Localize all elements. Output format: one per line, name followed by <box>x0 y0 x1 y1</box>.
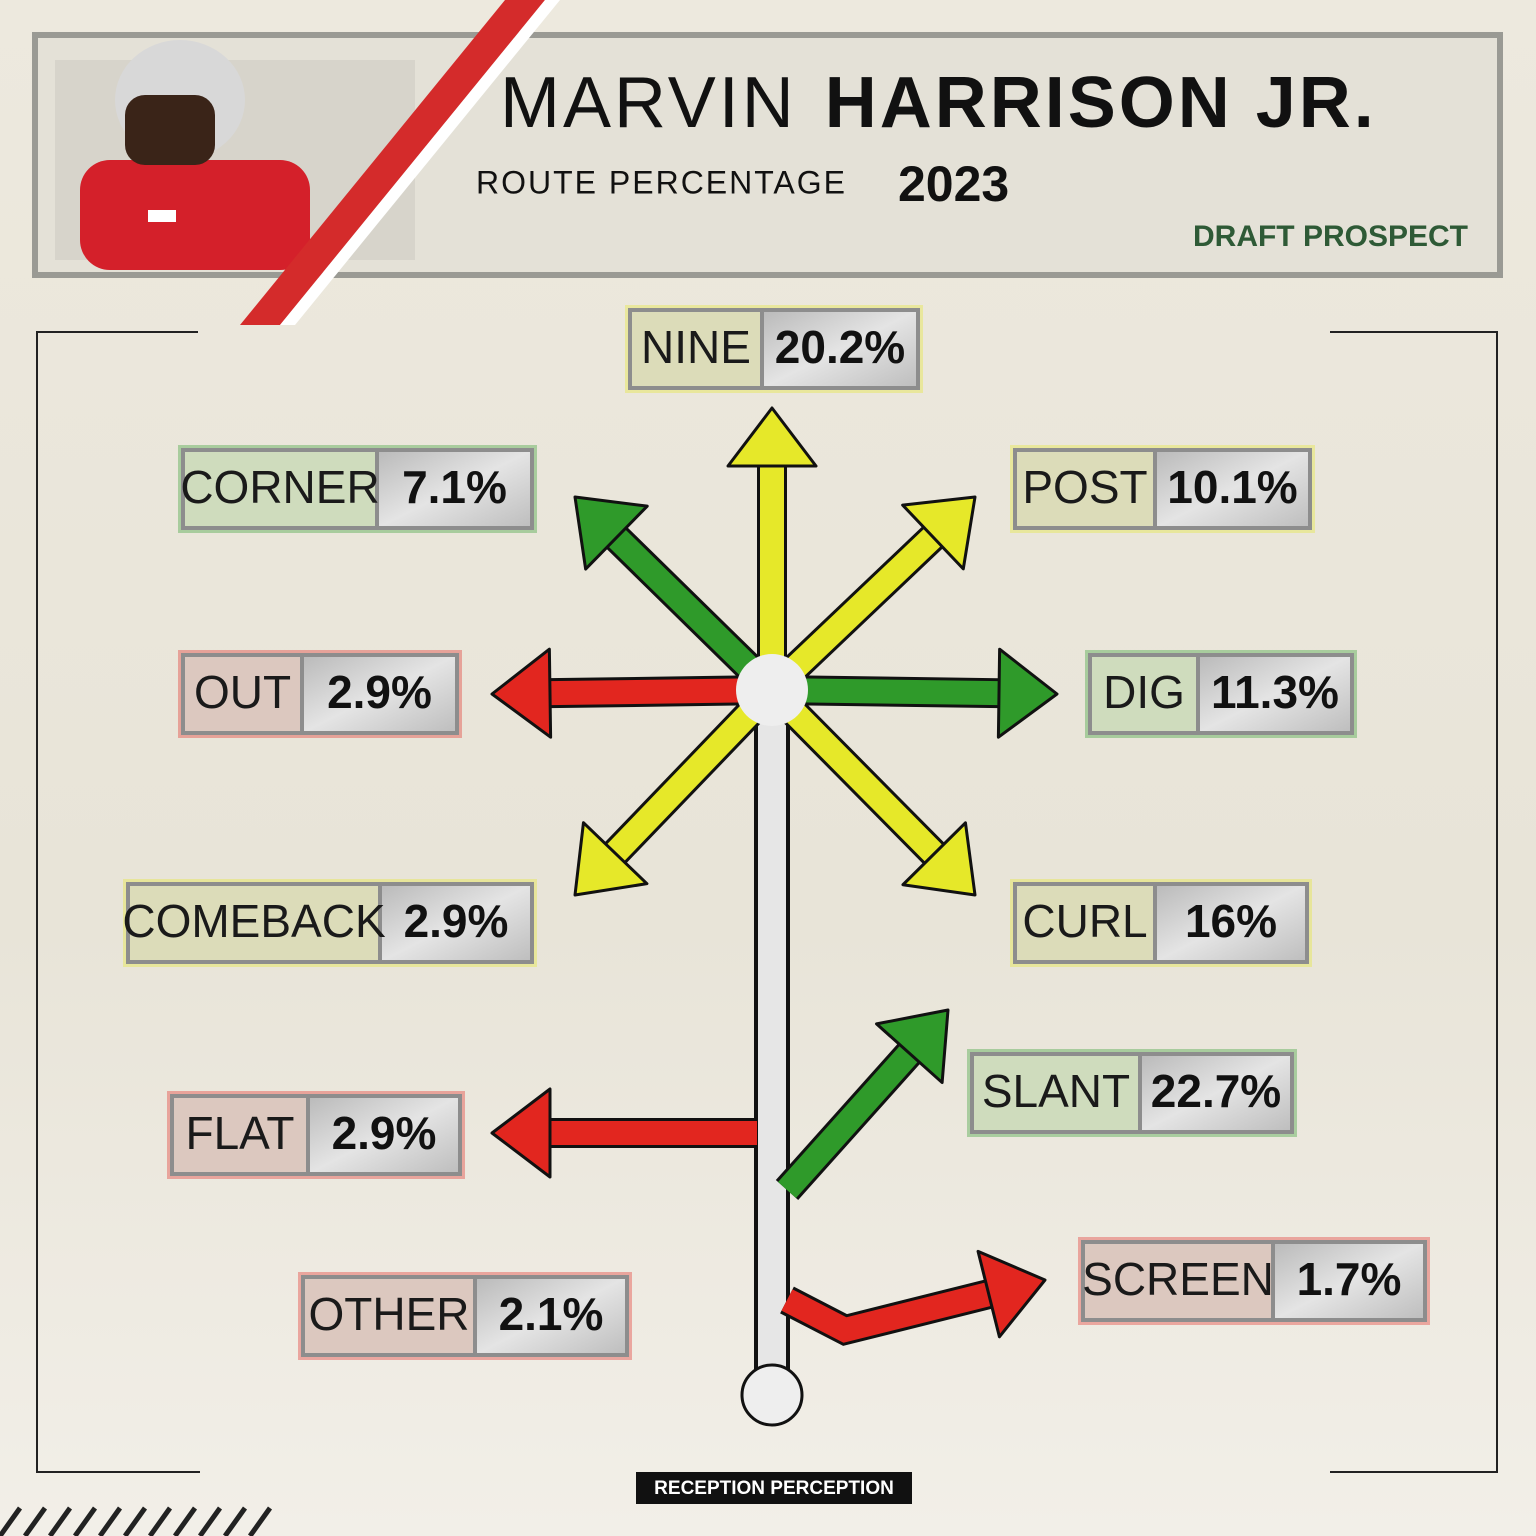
route-percentage: 10.1% <box>1167 461 1297 513</box>
route-percentage: 16% <box>1185 895 1277 947</box>
label-glow <box>1078 1237 1430 1325</box>
route-percentage: 20.2% <box>775 321 905 373</box>
label-glow <box>298 1272 632 1360</box>
route-percentage: 1.7% <box>1297 1253 1402 1305</box>
route-name: CORNER <box>180 461 379 513</box>
label-value-bg <box>306 1094 462 1176</box>
route-name: POST <box>1022 461 1147 513</box>
route-head <box>901 821 977 897</box>
label-glow <box>123 879 537 967</box>
player-photo <box>80 40 310 270</box>
label-name-bg <box>181 448 379 530</box>
hatch <box>0 1506 273 1536</box>
frame-right <box>1330 331 1498 1473</box>
frame-left <box>36 331 200 1473</box>
label-name-bg <box>628 308 764 390</box>
player-name: MARVIN HARRISON JR. <box>500 63 1377 143</box>
logo-box <box>636 1472 912 1504</box>
route-percentage: 2.1% <box>499 1288 604 1340</box>
route-head <box>573 495 649 571</box>
route-name: FLAT <box>185 1107 294 1159</box>
route-line <box>778 1045 919 1199</box>
label-name-bg <box>1013 448 1157 530</box>
stem-hub <box>736 654 808 726</box>
route-line <box>781 1282 992 1343</box>
route-percentage: 2.9% <box>327 666 432 718</box>
route-head <box>490 1087 552 1179</box>
route-name: DIG <box>1103 666 1185 718</box>
label-glow <box>178 650 462 738</box>
route-percentage: 22.7% <box>1151 1065 1281 1117</box>
route-name: COMEBACK <box>122 895 386 947</box>
label-glow <box>967 1049 1297 1137</box>
label-value-bg <box>375 448 534 530</box>
name-first: MARVIN <box>500 63 797 143</box>
route-head <box>901 495 977 571</box>
route-percentage: 11.3% <box>1211 666 1339 718</box>
label-glow <box>1010 879 1312 967</box>
label-name-bg <box>126 882 382 964</box>
label-glow <box>1010 445 1315 533</box>
label-glow <box>1085 650 1357 738</box>
route-percentage: 2.9% <box>404 895 509 947</box>
label-value-bg <box>1153 882 1309 964</box>
label-name-bg <box>181 653 304 735</box>
subtitle: ROUTE PERCENTAGE <box>476 164 847 200</box>
route-line <box>608 529 781 699</box>
route-tree <box>490 406 1059 1427</box>
route-head <box>875 1008 950 1085</box>
route-name: OUT <box>194 666 291 718</box>
route-line <box>606 681 781 862</box>
label-value-bg <box>760 308 920 390</box>
route-name: CURL <box>1022 895 1147 947</box>
route-name: SLANT <box>982 1065 1130 1117</box>
label-name-bg <box>1088 653 1200 735</box>
label-value-bg <box>473 1275 629 1357</box>
route-head <box>490 647 553 739</box>
label-glow <box>625 305 923 393</box>
route-name: SCREEN <box>1082 1253 1274 1305</box>
route-percentage: 2.9% <box>332 1107 437 1159</box>
label-value-bg <box>300 653 459 735</box>
route-percentage: 7.1% <box>402 461 507 513</box>
route-head <box>996 647 1059 739</box>
label-glow <box>167 1091 465 1179</box>
year: 2023 <box>898 156 1009 212</box>
label-name-bg <box>1081 1240 1275 1322</box>
label-name-bg <box>1013 882 1157 964</box>
route-name: OTHER <box>309 1288 470 1340</box>
stripe-red <box>240 0 545 325</box>
label-value-bg <box>378 882 534 964</box>
route-head <box>573 821 649 897</box>
name-last: HARRISON JR. <box>825 63 1377 143</box>
label-value-bg <box>1271 1240 1427 1322</box>
route-head <box>976 1249 1047 1339</box>
route-head <box>726 406 818 468</box>
route-line <box>763 681 943 863</box>
route-line <box>763 528 942 699</box>
stem-base <box>740 1363 804 1427</box>
label-value-bg <box>1196 653 1354 735</box>
label-name-bg <box>970 1052 1142 1134</box>
route-labels: NINE 20.2% CORNER 7.1% POST 10.1% OUT 2.9% DIG 11… <box>122 305 1430 1360</box>
tag: DRAFT PROSPECT <box>1193 220 1468 253</box>
label-glow <box>178 445 537 533</box>
route-line <box>549 678 773 706</box>
label-value-bg <box>1138 1052 1294 1134</box>
route-line <box>771 678 1000 706</box>
route-name: NINE <box>641 321 751 373</box>
label-value-bg <box>1153 448 1312 530</box>
logo-text: RECEPTION PERCEPTION <box>654 1478 894 1499</box>
stripe-white <box>280 0 560 325</box>
